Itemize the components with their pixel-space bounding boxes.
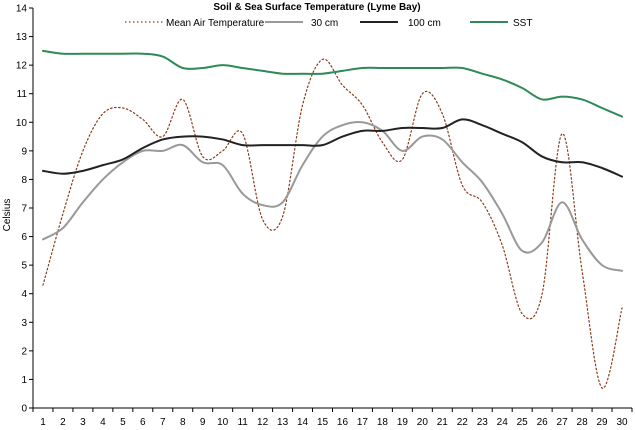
chart-legend: Mean Air Temperature 30 cm 100 cm SST [125, 18, 532, 29]
y-tick-label: 4 [21, 289, 27, 300]
y-tick-label: 12 [16, 61, 28, 72]
x-tick-label: 26 [537, 417, 549, 428]
x-tick-label: 22 [457, 417, 469, 428]
x-tick-label: 17 [357, 417, 369, 428]
x-tick-label: 29 [596, 417, 608, 428]
x-tick-label: 23 [477, 417, 489, 428]
x-tick-label: 20 [417, 417, 429, 428]
x-tick-label: 4 [100, 417, 106, 428]
x-tick-label: 5 [120, 417, 126, 428]
series-line-100-cm [41, 118, 624, 178]
x-tick-label: 2 [60, 417, 66, 428]
y-tick-label: 5 [21, 261, 27, 272]
y-tick-label: 13 [16, 32, 28, 43]
series-line-mean-air-temperature [42, 58, 623, 389]
x-tick-label: 24 [497, 417, 509, 428]
legend-label-sst: SST [513, 18, 532, 29]
x-tick-label: 16 [337, 417, 349, 428]
x-tick-label: 10 [217, 417, 229, 428]
y-tick-label: 2 [21, 346, 27, 357]
x-tick-label: 28 [577, 417, 589, 428]
x-tick-label: 8 [180, 417, 186, 428]
chart-title: Soil & Sea Surface Temperature (Lyme Bay… [213, 2, 420, 13]
chart-series-layer [41, 49, 624, 389]
legend-label-30-cm: 30 cm [311, 18, 338, 29]
x-tick-label: 25 [517, 417, 529, 428]
x-tick-label: 13 [277, 417, 289, 428]
y-tick-label: 11 [17, 89, 28, 100]
x-tick-label: 14 [297, 417, 309, 428]
x-tick-label: 12 [257, 417, 269, 428]
y-tick-label: 0 [21, 404, 27, 415]
y-tick-label: 9 [21, 146, 27, 157]
legend-label-100-cm: 100 cm [408, 18, 441, 29]
legend-label-mean-air-temperature: Mean Air Temperature [166, 18, 265, 29]
y-tick-label: 3 [21, 318, 27, 329]
x-tick-label: 30 [616, 417, 628, 428]
x-tick-label: 18 [377, 417, 389, 428]
x-tick-label: 7 [160, 417, 166, 428]
x-tick-label: 21 [437, 417, 449, 428]
y-tick-label: 8 [21, 175, 27, 186]
x-tick-label: 11 [237, 417, 248, 428]
x-tick-label: 9 [200, 417, 206, 428]
x-tick-label: 15 [317, 417, 329, 428]
x-tick-label: 19 [397, 417, 409, 428]
y-tick-label: 1 [21, 375, 27, 386]
y-tick-label: 14 [16, 4, 28, 15]
y-tick-label: 6 [21, 232, 27, 243]
series-line-sst [41, 49, 624, 118]
x-tick-label: 3 [80, 417, 86, 428]
series-line-30-cm [41, 120, 624, 272]
x-tick-label: 6 [140, 417, 146, 428]
y-axis-label: Celsius [2, 199, 13, 232]
y-tick-label: 7 [21, 204, 27, 215]
x-tick-label: 1 [40, 417, 46, 428]
y-tick-label: 10 [16, 118, 28, 129]
x-tick-label: 27 [557, 417, 569, 428]
